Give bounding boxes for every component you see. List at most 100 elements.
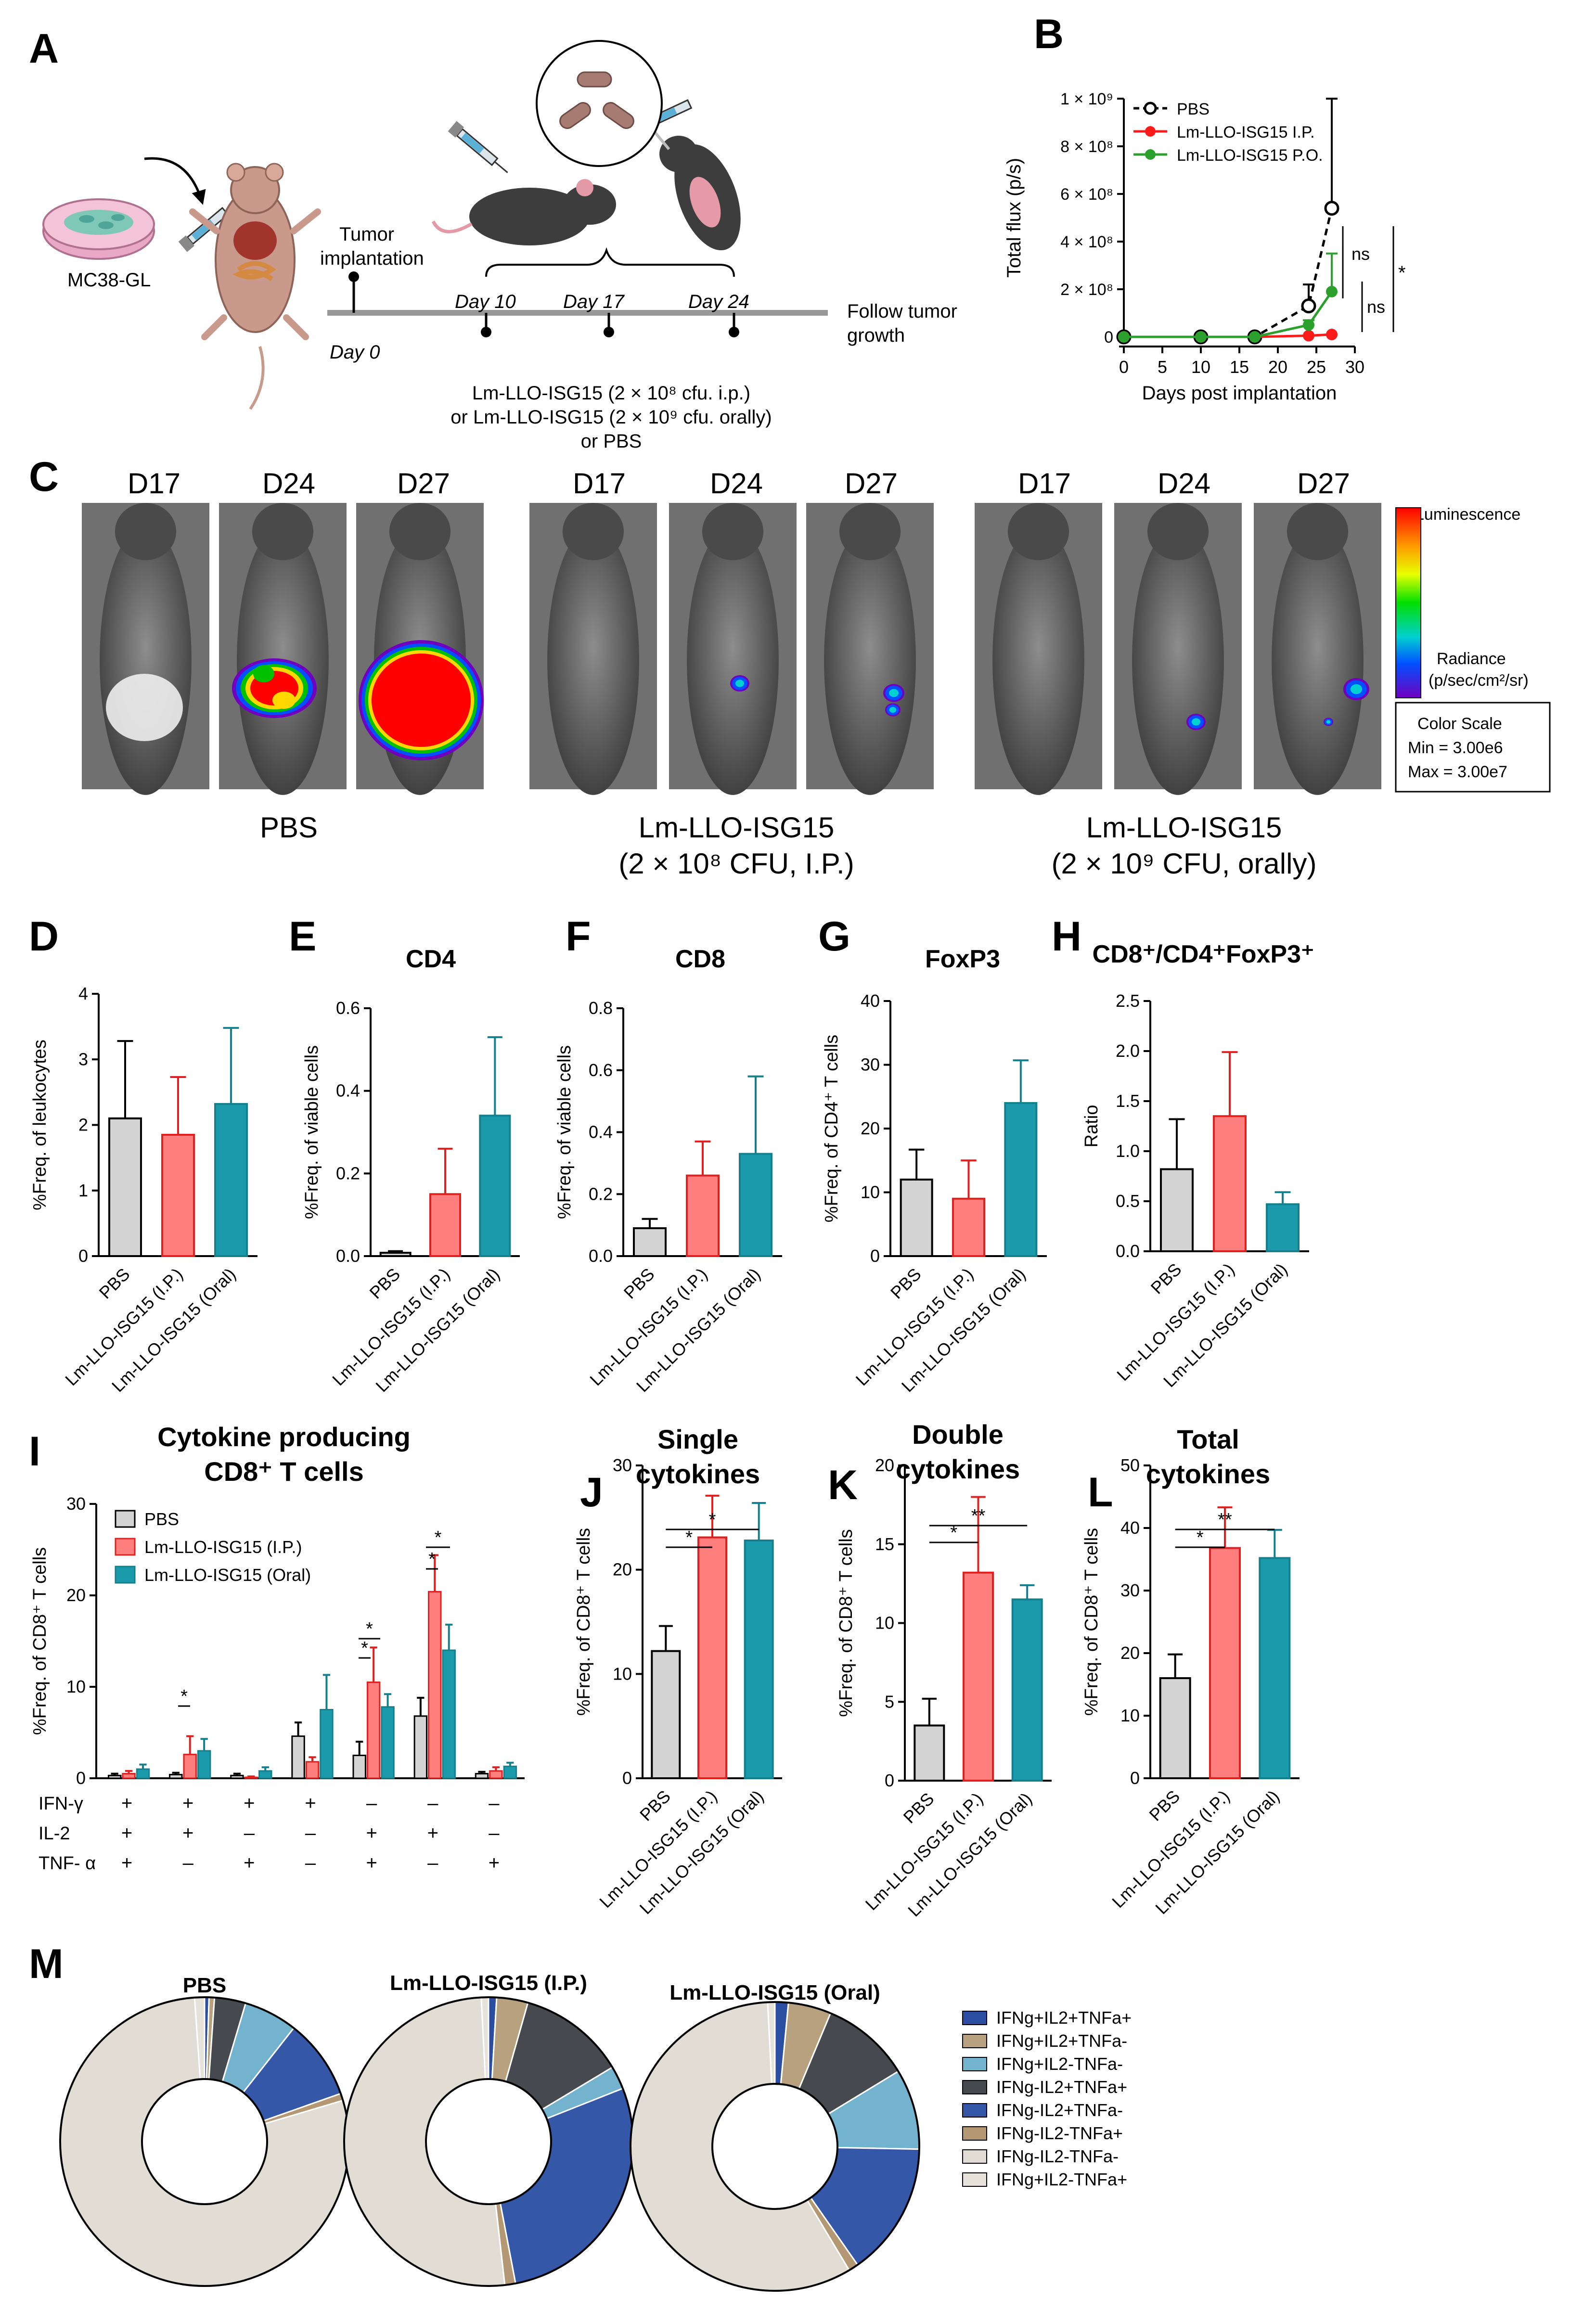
panel-d-y-tick-label: 1 [78, 1181, 88, 1200]
panel-l-y-tick-label: 50 [1120, 1455, 1140, 1475]
panel-l-y-tick-label: 20 [1120, 1643, 1140, 1663]
i-combo-symbol: – [366, 1793, 377, 1814]
m-legend-swatch [962, 2149, 987, 2164]
mouse-body [824, 526, 916, 795]
panel-k-bar-2 [963, 1571, 994, 1782]
m-legend-label: IFNg+IL2+TNFa+ [996, 2008, 1132, 2028]
panel-g-y-tick-label: 20 [861, 1118, 880, 1138]
panel-d-y-tick-label: 0 [78, 1246, 88, 1266]
panel-k-y-axis-title: %Freq. of CD8⁺ T cells [836, 1529, 856, 1717]
panel-d-y-axis-title: %Freq. of leukocytes [30, 1040, 50, 1210]
panel-k-sig-label: ** [971, 1506, 986, 1526]
b-y-tick-label: 1 × 10⁹ [1060, 90, 1113, 108]
mouse-head [115, 503, 177, 560]
mouse-body [1272, 526, 1364, 795]
panel-k-title: cytokines [896, 1454, 1020, 1484]
panel-letter-g: G [818, 913, 850, 960]
i-legend-label: Lm-LLO-ISG15 (Oral) [144, 1565, 311, 1585]
m-legend-swatch [962, 2057, 987, 2071]
panel-b-line-chart: 0 2 × 10⁸ 4 × 10⁸ 6 × 10⁸ 8 × 10⁸ 1 × 10⁹ 0 5 10… [1004, 90, 1406, 404]
i-bar [197, 1750, 211, 1779]
signal-spot-core [1350, 684, 1363, 694]
i-combo-symbol: – [305, 1852, 316, 1874]
panel-e-bar-3 [479, 1115, 511, 1258]
panel-h-bar-3 [1266, 1203, 1300, 1252]
luminescence-label: Luminescence [1415, 505, 1520, 524]
panel-i-title: CD8⁺ T cells [204, 1456, 363, 1487]
panel-k-y-tick-label: 20 [875, 1455, 894, 1475]
panel-g-y-tick-label: 30 [861, 1055, 880, 1075]
c-day-label-9: D27 [1297, 467, 1350, 500]
panel-h-y-tick-label: 1.0 [1116, 1141, 1140, 1161]
i-bar [503, 1765, 517, 1779]
panel-e-y-axis-title: %Freq. of viable cells [302, 1045, 322, 1219]
timeline-dot-day17 [604, 327, 614, 337]
panel-g-title: FoxP3 [925, 945, 1000, 973]
panel-k-sig-label: * [950, 1523, 957, 1543]
panel-d-bar-1 [108, 1117, 142, 1257]
i-legend-label: Lm-LLO-ISG15 (I.P.) [144, 1537, 302, 1557]
luminescence-color-bar [1395, 507, 1421, 698]
i-combo-symbol: + [121, 1823, 132, 1844]
panel-d-y-tick-label: 3 [78, 1049, 88, 1069]
i-combo-symbol: + [366, 1852, 377, 1874]
b-y-tick-label: 2 × 10⁸ [1060, 281, 1113, 299]
i-bar [413, 1715, 428, 1779]
panel-e-bar-1 [379, 1252, 412, 1257]
m-legend-swatch [962, 2011, 987, 2025]
b-point-2 [1195, 331, 1207, 343]
mouse-head [702, 503, 764, 560]
panel-g-bar-3 [1004, 1102, 1038, 1257]
b-y-axis-title: Total flux (p/s) [1004, 158, 1025, 278]
b-x-tick-label: 5 [1158, 357, 1167, 377]
i-bar [489, 1770, 503, 1779]
tumor-implantation-label-1: Tumor [339, 224, 394, 245]
panel-d-x-tick-label: PBS [95, 1264, 134, 1303]
i-y-tick-label: 20 [66, 1585, 86, 1605]
panel-d-bar-3 [214, 1103, 248, 1257]
panel-letter-c: C [29, 454, 59, 500]
panel-l-bar-3 [1259, 1557, 1291, 1779]
c-group-label-ip: Lm-LLO-ISG15 [639, 811, 835, 844]
i-legend-swatch [115, 1566, 136, 1584]
signal-spot-core [735, 680, 744, 687]
panel-letter-l: L [1088, 1469, 1113, 1515]
mouse-body [1132, 526, 1224, 795]
m-donut-title: Lm-LLO-ISG15 (I.P.) [390, 1971, 587, 1995]
mouse-head [562, 503, 624, 560]
panel-k-y-tick-label: 5 [885, 1692, 894, 1711]
panel-h-y-tick-label: 0.5 [1116, 1191, 1140, 1211]
panel-g-y-axis-title: %Freq. of CD4⁺ T cells [822, 1035, 842, 1222]
panel-e-title: CD4 [406, 945, 456, 973]
syringe-icon-2 [448, 121, 508, 173]
i-bar [258, 1770, 272, 1779]
panel-l-x-tick-label: PBS [1145, 1786, 1184, 1825]
b-sig-label: ns [1351, 244, 1370, 264]
m-legend-label: IFNg+IL2+TNFa- [996, 2031, 1127, 2051]
b-sig-label: ns [1367, 297, 1385, 317]
panel-l-sig-label: ** [1218, 1510, 1232, 1530]
c-day-label-3: D27 [397, 467, 450, 500]
i-bar [428, 1591, 442, 1779]
panel-j-bar-3 [744, 1540, 774, 1779]
i-bar [475, 1773, 489, 1779]
c-day-label-5: D24 [710, 467, 763, 500]
signal-spot-core [889, 689, 899, 697]
panel-l-y-tick-label: 0 [1130, 1768, 1140, 1788]
panel-l-y-axis-title: %Freq. of CD8⁺ T cells [1081, 1528, 1102, 1716]
b-x-tick-label: 30 [1345, 357, 1364, 377]
panel-m-donut-charts: PBS Lm-LLO-ISG15 (I.P.) Lm-LLO-ISG15 (Oral… [59, 1971, 1132, 2292]
panel-f-y-axis-title: %Freq. of viable cells [554, 1045, 575, 1219]
panel-a-schematic: MC38-GL [42, 40, 957, 452]
b-y-tick-label: 6 × 10⁸ [1060, 185, 1113, 204]
b-point-1 [1303, 330, 1314, 342]
panel-e-y-tick-label: 0.6 [336, 998, 360, 1018]
mouse-light-patch [106, 674, 183, 741]
m-legend-swatch [962, 2172, 987, 2187]
m-donut-title: PBS [183, 1974, 226, 1997]
panel-l-title: cytokines [1146, 1459, 1270, 1489]
b-x-tick-label: 20 [1268, 357, 1287, 377]
panel-e-y-tick-label: 0.0 [336, 1246, 360, 1266]
panel-e-x-tick-label: PBS [365, 1264, 404, 1303]
